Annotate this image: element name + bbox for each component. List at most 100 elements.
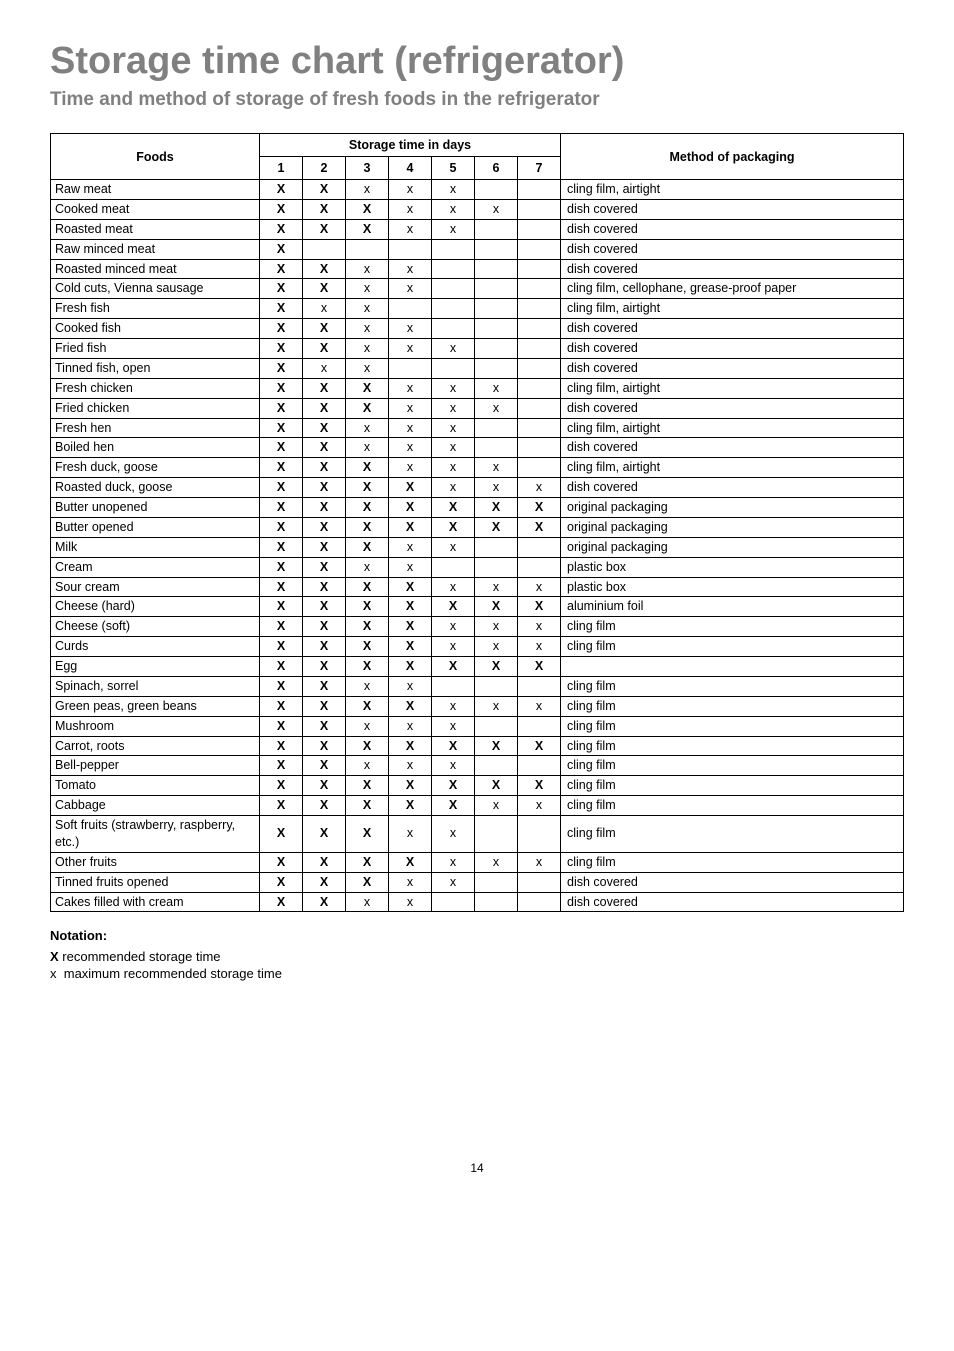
day-cell: X <box>432 498 475 518</box>
day-cell: x <box>389 537 432 557</box>
packaging-cell: dish covered <box>561 319 904 339</box>
day-cell <box>389 239 432 259</box>
day-cell <box>475 537 518 557</box>
day-cell: x <box>389 458 432 478</box>
day-cell: X <box>260 438 303 458</box>
day-cell: X <box>346 776 389 796</box>
packaging-cell: cling film <box>561 617 904 637</box>
storage-table: Foods Storage time in days Method of pac… <box>50 133 904 912</box>
day-cell: X <box>303 199 346 219</box>
table-row: Fried chickenXXXxxxdish covered <box>51 398 904 418</box>
day-cell: x <box>303 299 346 319</box>
table-row: Boiled henXXxxxdish covered <box>51 438 904 458</box>
day-cell: X <box>303 617 346 637</box>
day-cell: x <box>389 319 432 339</box>
table-row: CreamXXxxplastic box <box>51 557 904 577</box>
food-cell: Fried fish <box>51 339 260 359</box>
day-cell <box>475 279 518 299</box>
packaging-cell: dish covered <box>561 398 904 418</box>
day-cell: x <box>475 852 518 872</box>
day-cell: x <box>432 478 475 498</box>
table-row: EggXXXXXXX <box>51 657 904 677</box>
day-cell: x <box>475 378 518 398</box>
day-cell: x <box>432 398 475 418</box>
day-cell: x <box>346 557 389 577</box>
day-cell <box>475 438 518 458</box>
day-cell: X <box>260 852 303 872</box>
day-cell <box>475 319 518 339</box>
table-row: Cakes filled with creamXXxxdish covered <box>51 892 904 912</box>
day-cell: X <box>346 597 389 617</box>
food-cell: Sour cream <box>51 577 260 597</box>
table-row: Fresh chickenXXXxxxcling film, airtight <box>51 378 904 398</box>
day-cell: X <box>346 796 389 816</box>
day-cell: x <box>389 756 432 776</box>
day-cell: x <box>346 892 389 912</box>
day-cell: X <box>389 478 432 498</box>
packaging-cell: cling film <box>561 816 904 853</box>
day-cell: X <box>260 199 303 219</box>
day-cell: x <box>475 458 518 478</box>
day-cell: X <box>303 597 346 617</box>
day-cell: x <box>475 696 518 716</box>
day-cell: X <box>475 776 518 796</box>
day-cell <box>518 398 561 418</box>
table-row: CurdsXXXXxxxcling film <box>51 637 904 657</box>
day-cell: X <box>303 537 346 557</box>
day-cell: X <box>303 259 346 279</box>
day-cell: X <box>518 597 561 617</box>
packaging-cell: dish covered <box>561 438 904 458</box>
page-title: Storage time chart (refrigerator) <box>50 40 904 83</box>
food-cell: Cabbage <box>51 796 260 816</box>
food-cell: Spinach, sorrel <box>51 676 260 696</box>
food-cell: Cheese (soft) <box>51 617 260 637</box>
day-cell: x <box>432 696 475 716</box>
day-cell <box>475 259 518 279</box>
day-cell: x <box>346 259 389 279</box>
table-row: Cheese (soft)XXXXxxxcling film <box>51 617 904 637</box>
day-cell: X <box>518 517 561 537</box>
food-cell: Tinned fish, open <box>51 358 260 378</box>
day-cell <box>475 239 518 259</box>
day-cell: X <box>303 637 346 657</box>
food-cell: Fresh duck, goose <box>51 458 260 478</box>
day-cell: X <box>389 696 432 716</box>
day-cell: X <box>260 378 303 398</box>
day-cell: x <box>432 199 475 219</box>
day-3: 3 <box>346 157 389 180</box>
day-cell: X <box>260 557 303 577</box>
day-cell <box>518 872 561 892</box>
day-cell: X <box>303 458 346 478</box>
day-cell: X <box>389 852 432 872</box>
day-cell: X <box>346 537 389 557</box>
day-cell <box>518 279 561 299</box>
packaging-cell: cling film, airtight <box>561 180 904 200</box>
day-cell <box>475 358 518 378</box>
day-cell: X <box>303 776 346 796</box>
day-cell <box>518 319 561 339</box>
day-cell <box>518 418 561 438</box>
table-row: Carrot, rootsXXXXXXXcling film <box>51 736 904 756</box>
food-cell: Cooked fish <box>51 319 260 339</box>
day-cell: X <box>260 756 303 776</box>
table-row: Green peas, green beansXXXXxxxcling film <box>51 696 904 716</box>
day-cell: X <box>303 872 346 892</box>
food-cell: Butter opened <box>51 517 260 537</box>
table-row: Roasted duck, gooseXXXXxxxdish covered <box>51 478 904 498</box>
day-cell: X <box>389 498 432 518</box>
day-cell: X <box>260 517 303 537</box>
day-7: 7 <box>518 157 561 180</box>
day-cell <box>475 892 518 912</box>
day-cell: X <box>303 398 346 418</box>
day-cell: X <box>303 557 346 577</box>
packaging-cell: cling film, airtight <box>561 418 904 438</box>
food-cell: Fresh fish <box>51 299 260 319</box>
day-cell: X <box>260 458 303 478</box>
food-cell: Raw minced meat <box>51 239 260 259</box>
day-cell: x <box>389 219 432 239</box>
food-cell: Egg <box>51 657 260 677</box>
day-cell <box>475 872 518 892</box>
day-cell: X <box>432 517 475 537</box>
page-number: 14 <box>50 1161 904 1175</box>
day-cell: x <box>389 872 432 892</box>
